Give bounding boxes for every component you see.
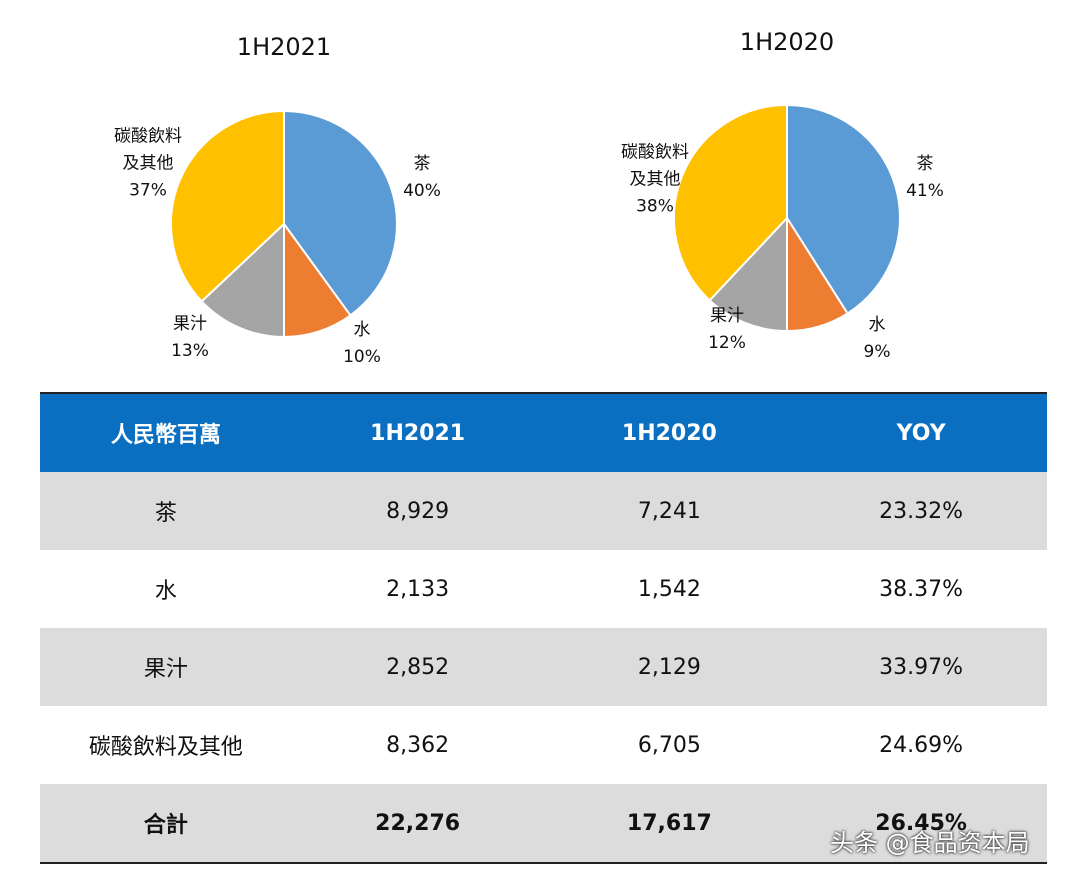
slice-name: 碳酸飲料及其他 (114, 126, 182, 174)
slice-name: 水 (868, 315, 886, 335)
table-cell: 2,129 (543, 628, 796, 706)
table-cell: 2,133 (386, 576, 450, 602)
slice-name: 茶 (413, 154, 431, 174)
data-table: 人民幣百萬 1H2021 1H2020 YOY 茶 8,929 7,241 23.32… (40, 392, 1047, 864)
slice-name: 水 (353, 320, 371, 340)
slice-name: 果汁 (709, 306, 744, 326)
header-cell: YOY (795, 393, 1047, 472)
pie-slice (673, 103, 788, 302)
header-cell: 1H2020 (543, 393, 796, 472)
header-row: 人民幣百萬 1H2021 1H2020 YOY (40, 393, 1047, 472)
table-cell: 17,617 (543, 784, 796, 863)
table-cell: 24.69% (879, 732, 964, 758)
pie-slice (283, 109, 398, 317)
slice-value: 9% (863, 342, 891, 362)
pie-charts (170, 103, 901, 339)
pie-slice (200, 221, 285, 339)
table-cell: 33.97% (795, 628, 1047, 706)
pie-slice (283, 220, 352, 339)
pie-slice (708, 215, 788, 333)
table-cell: 38.37% (879, 576, 964, 602)
table-cell: 果汁 (40, 628, 292, 706)
watermark: 头条 @食品资本局 (830, 829, 1030, 857)
table-row: 碳酸飲料及其他 8,362 6,705 24.69% (40, 706, 1047, 784)
slice-name: 茶 (916, 154, 934, 174)
slice-name: 果汁 (172, 314, 207, 334)
slice-value: 10% (343, 347, 381, 367)
table-cell: 2,852 (291, 628, 544, 706)
table-cell: 8,362 (386, 732, 450, 758)
slice-label: 茶 41% (906, 151, 944, 205)
slice-name: 碳酸飲料及其他 (621, 142, 689, 190)
slice-label: 茶 40% (403, 151, 441, 205)
slice-label: 果汁 13% (171, 311, 209, 365)
table-cell: 8,929 (291, 472, 544, 550)
table-cell: 23.32% (795, 472, 1047, 550)
slice-label: 碳酸飲料及其他 38% (615, 140, 695, 221)
table-row: 果汁 2,852 2,129 33.97% (40, 628, 1047, 706)
table-cell: 6,705 (637, 732, 701, 758)
slice-label: 果汁 12% (708, 303, 746, 357)
chart-title: 1H2020 (739, 28, 835, 56)
slice-value: 13% (171, 341, 209, 361)
table-body: 茶 8,929 7,241 23.32% 水 2,133 1,542 38.37% 果汁 2,85… (40, 472, 1047, 863)
slice-value: 40% (403, 181, 441, 201)
slice-value: 38% (636, 196, 674, 217)
slice-value: 41% (906, 181, 944, 201)
slice-label: 水 10% (343, 317, 381, 371)
header-cell: 人民幣百萬 (40, 393, 292, 472)
table-cell: 茶 (40, 472, 292, 550)
chart-title: 1H2021 (236, 33, 332, 61)
table-cell: 合計 (40, 784, 292, 863)
table-cell: 1,542 (637, 576, 701, 602)
pie-slice (170, 109, 285, 303)
slice-value: 37% (129, 180, 167, 201)
table-cell: 7,241 (543, 472, 796, 550)
table-row: 水 2,133 1,542 38.37% (40, 550, 1047, 628)
slice-label: 水 9% (864, 312, 891, 366)
table-cell: 碳酸飲料及其他 (88, 735, 243, 760)
slice-value: 12% (708, 333, 746, 353)
table-row: 合計 22,276 17,617 26.45% (40, 784, 1047, 863)
table-row: 茶 8,929 7,241 23.32% (40, 472, 1047, 550)
table-cell: 22,276 (291, 784, 544, 863)
header-cell: 1H2021 (291, 393, 544, 472)
slice-label: 碳酸飲料及其他 37% (108, 124, 188, 205)
table-cell: 26.45% (795, 784, 1047, 863)
table-cell: 水 (154, 579, 177, 604)
